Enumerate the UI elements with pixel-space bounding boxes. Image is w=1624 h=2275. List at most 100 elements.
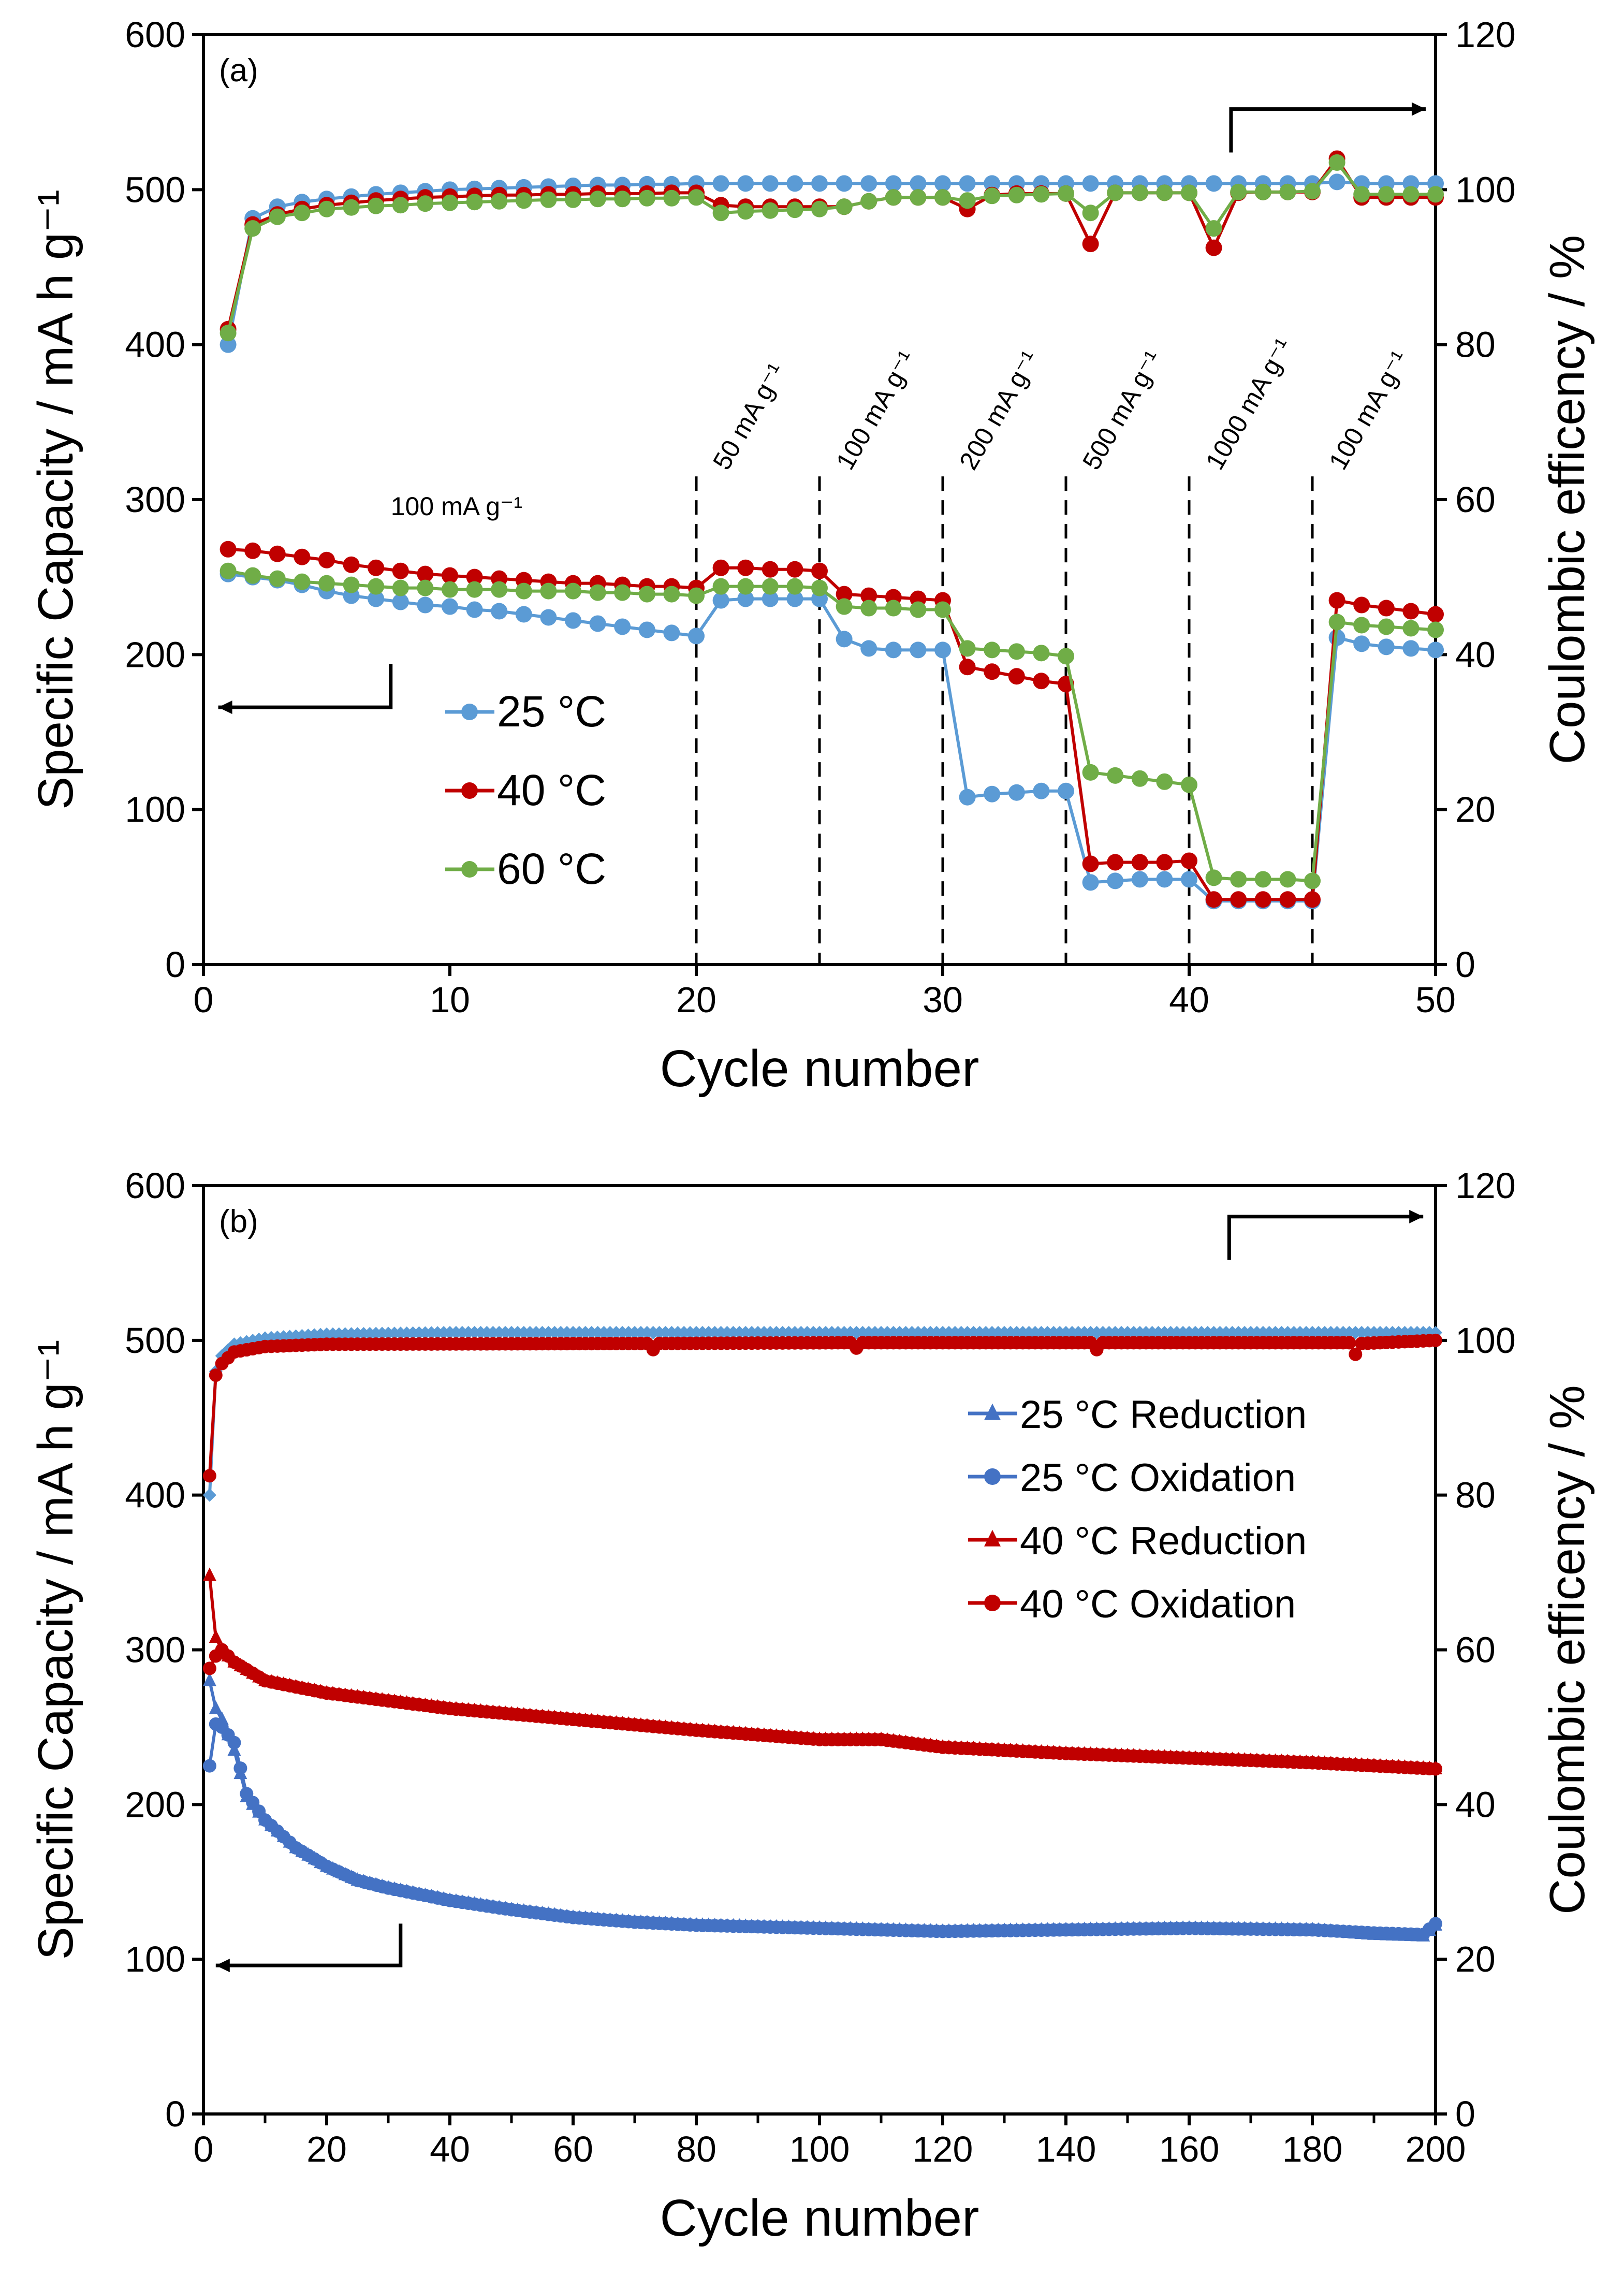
data-point	[466, 194, 483, 211]
left-axis-arrow-head	[218, 701, 232, 714]
panel-label: (b)	[219, 1204, 258, 1239]
data-point	[202, 1759, 216, 1773]
data-point	[1156, 184, 1173, 201]
series-25-c-oxidation	[202, 1717, 1442, 1942]
data-point	[1402, 186, 1420, 203]
data-point	[1205, 869, 1222, 886]
y-tick-label: 200	[125, 634, 185, 675]
data-point	[712, 578, 729, 595]
data-point	[417, 579, 434, 596]
data-point	[491, 581, 508, 598]
data-point	[614, 618, 631, 635]
legend-swatch-marker	[984, 1595, 1001, 1611]
data-point	[934, 189, 951, 206]
data-point	[343, 576, 360, 593]
data-point	[417, 565, 434, 582]
data-point	[1008, 643, 1025, 660]
data-point	[1107, 854, 1124, 871]
x-tick-label: 40	[430, 2129, 470, 2169]
y-tick-label: 600	[125, 1165, 185, 1206]
legend-swatch-marker	[461, 861, 478, 878]
data-point	[1205, 220, 1222, 237]
x-tick-label: 20	[676, 980, 716, 1020]
data-point	[1082, 874, 1099, 891]
data-point	[1427, 641, 1444, 659]
data-point	[318, 575, 335, 592]
data-point	[392, 562, 409, 579]
y-axis-label: Specific Capacity / mA h g⁻¹	[28, 1340, 83, 1960]
data-point	[836, 598, 853, 615]
data-point	[959, 789, 976, 806]
legend-swatch-marker	[984, 1403, 1001, 1420]
data-point	[934, 601, 951, 618]
data-point	[220, 541, 237, 558]
data-point	[1131, 854, 1148, 871]
data-point	[209, 1700, 223, 1714]
left-axis-arrow-head	[215, 1959, 230, 1973]
right-axis-arrow	[1227, 1215, 1424, 1260]
data-point	[1181, 184, 1197, 201]
data-point	[466, 601, 483, 618]
data-point	[565, 612, 581, 629]
data-point	[209, 1629, 223, 1643]
data-point	[1353, 596, 1370, 614]
data-point	[1402, 620, 1420, 637]
data-point	[1328, 173, 1345, 191]
x-tick-label: 40	[1169, 980, 1209, 1020]
data-point	[860, 587, 877, 604]
data-point	[959, 640, 976, 657]
y-tick-label: 300	[125, 479, 185, 520]
legend: 25 °C Reduction 25 °C Oxidation 40 °C Redu…	[968, 1393, 1307, 1626]
data-point	[984, 641, 1001, 659]
data-point	[202, 1488, 216, 1502]
data-point	[1342, 1336, 1356, 1350]
right-axis-arrow	[1229, 107, 1426, 153]
data-point	[417, 596, 434, 614]
data-point	[589, 584, 606, 601]
legend-label: 40 °C Oxidation	[1020, 1582, 1296, 1626]
data-point	[910, 641, 927, 659]
data-point	[688, 628, 705, 645]
data-point	[417, 195, 434, 212]
data-point	[227, 1736, 241, 1749]
data-point	[1304, 891, 1321, 908]
data-point	[1205, 239, 1222, 256]
data-point	[1402, 603, 1420, 620]
data-point	[1082, 236, 1099, 253]
data-point	[368, 197, 385, 214]
data-point	[1107, 767, 1124, 784]
data-point	[1082, 855, 1099, 872]
data-point	[762, 561, 779, 578]
data-point	[1131, 871, 1148, 888]
data-point	[860, 193, 877, 210]
rate-label: 200 mA g⁻¹	[954, 346, 1045, 474]
data-point	[1181, 776, 1197, 793]
data-point	[1205, 175, 1222, 192]
x-tick-label: 50	[1415, 980, 1456, 1020]
data-point	[565, 582, 581, 600]
series-60-c-ce	[220, 154, 1444, 342]
data-point	[294, 548, 311, 565]
data-point	[934, 175, 951, 192]
data-point	[220, 336, 237, 353]
data-point	[540, 191, 557, 208]
legend-label: 25 °C	[497, 687, 606, 736]
data-point	[762, 175, 779, 192]
data-point	[466, 581, 483, 598]
data-point	[1131, 184, 1148, 201]
data-point	[1156, 854, 1173, 871]
data-point	[885, 175, 902, 192]
x-tick-label: 60	[553, 2129, 593, 2169]
data-point	[269, 208, 286, 225]
legend-swatch-marker	[461, 704, 478, 720]
data-point	[565, 191, 581, 208]
rate-annotation: 100 mA g⁻¹	[391, 492, 522, 521]
series-25-c	[220, 565, 1444, 910]
x-tick-label: 20	[306, 2129, 347, 2169]
y-tick-label: 500	[125, 169, 185, 210]
data-point	[1328, 614, 1345, 631]
data-point	[1058, 648, 1074, 665]
data-point	[1058, 782, 1074, 799]
data-point	[589, 615, 606, 632]
data-point	[220, 325, 237, 342]
